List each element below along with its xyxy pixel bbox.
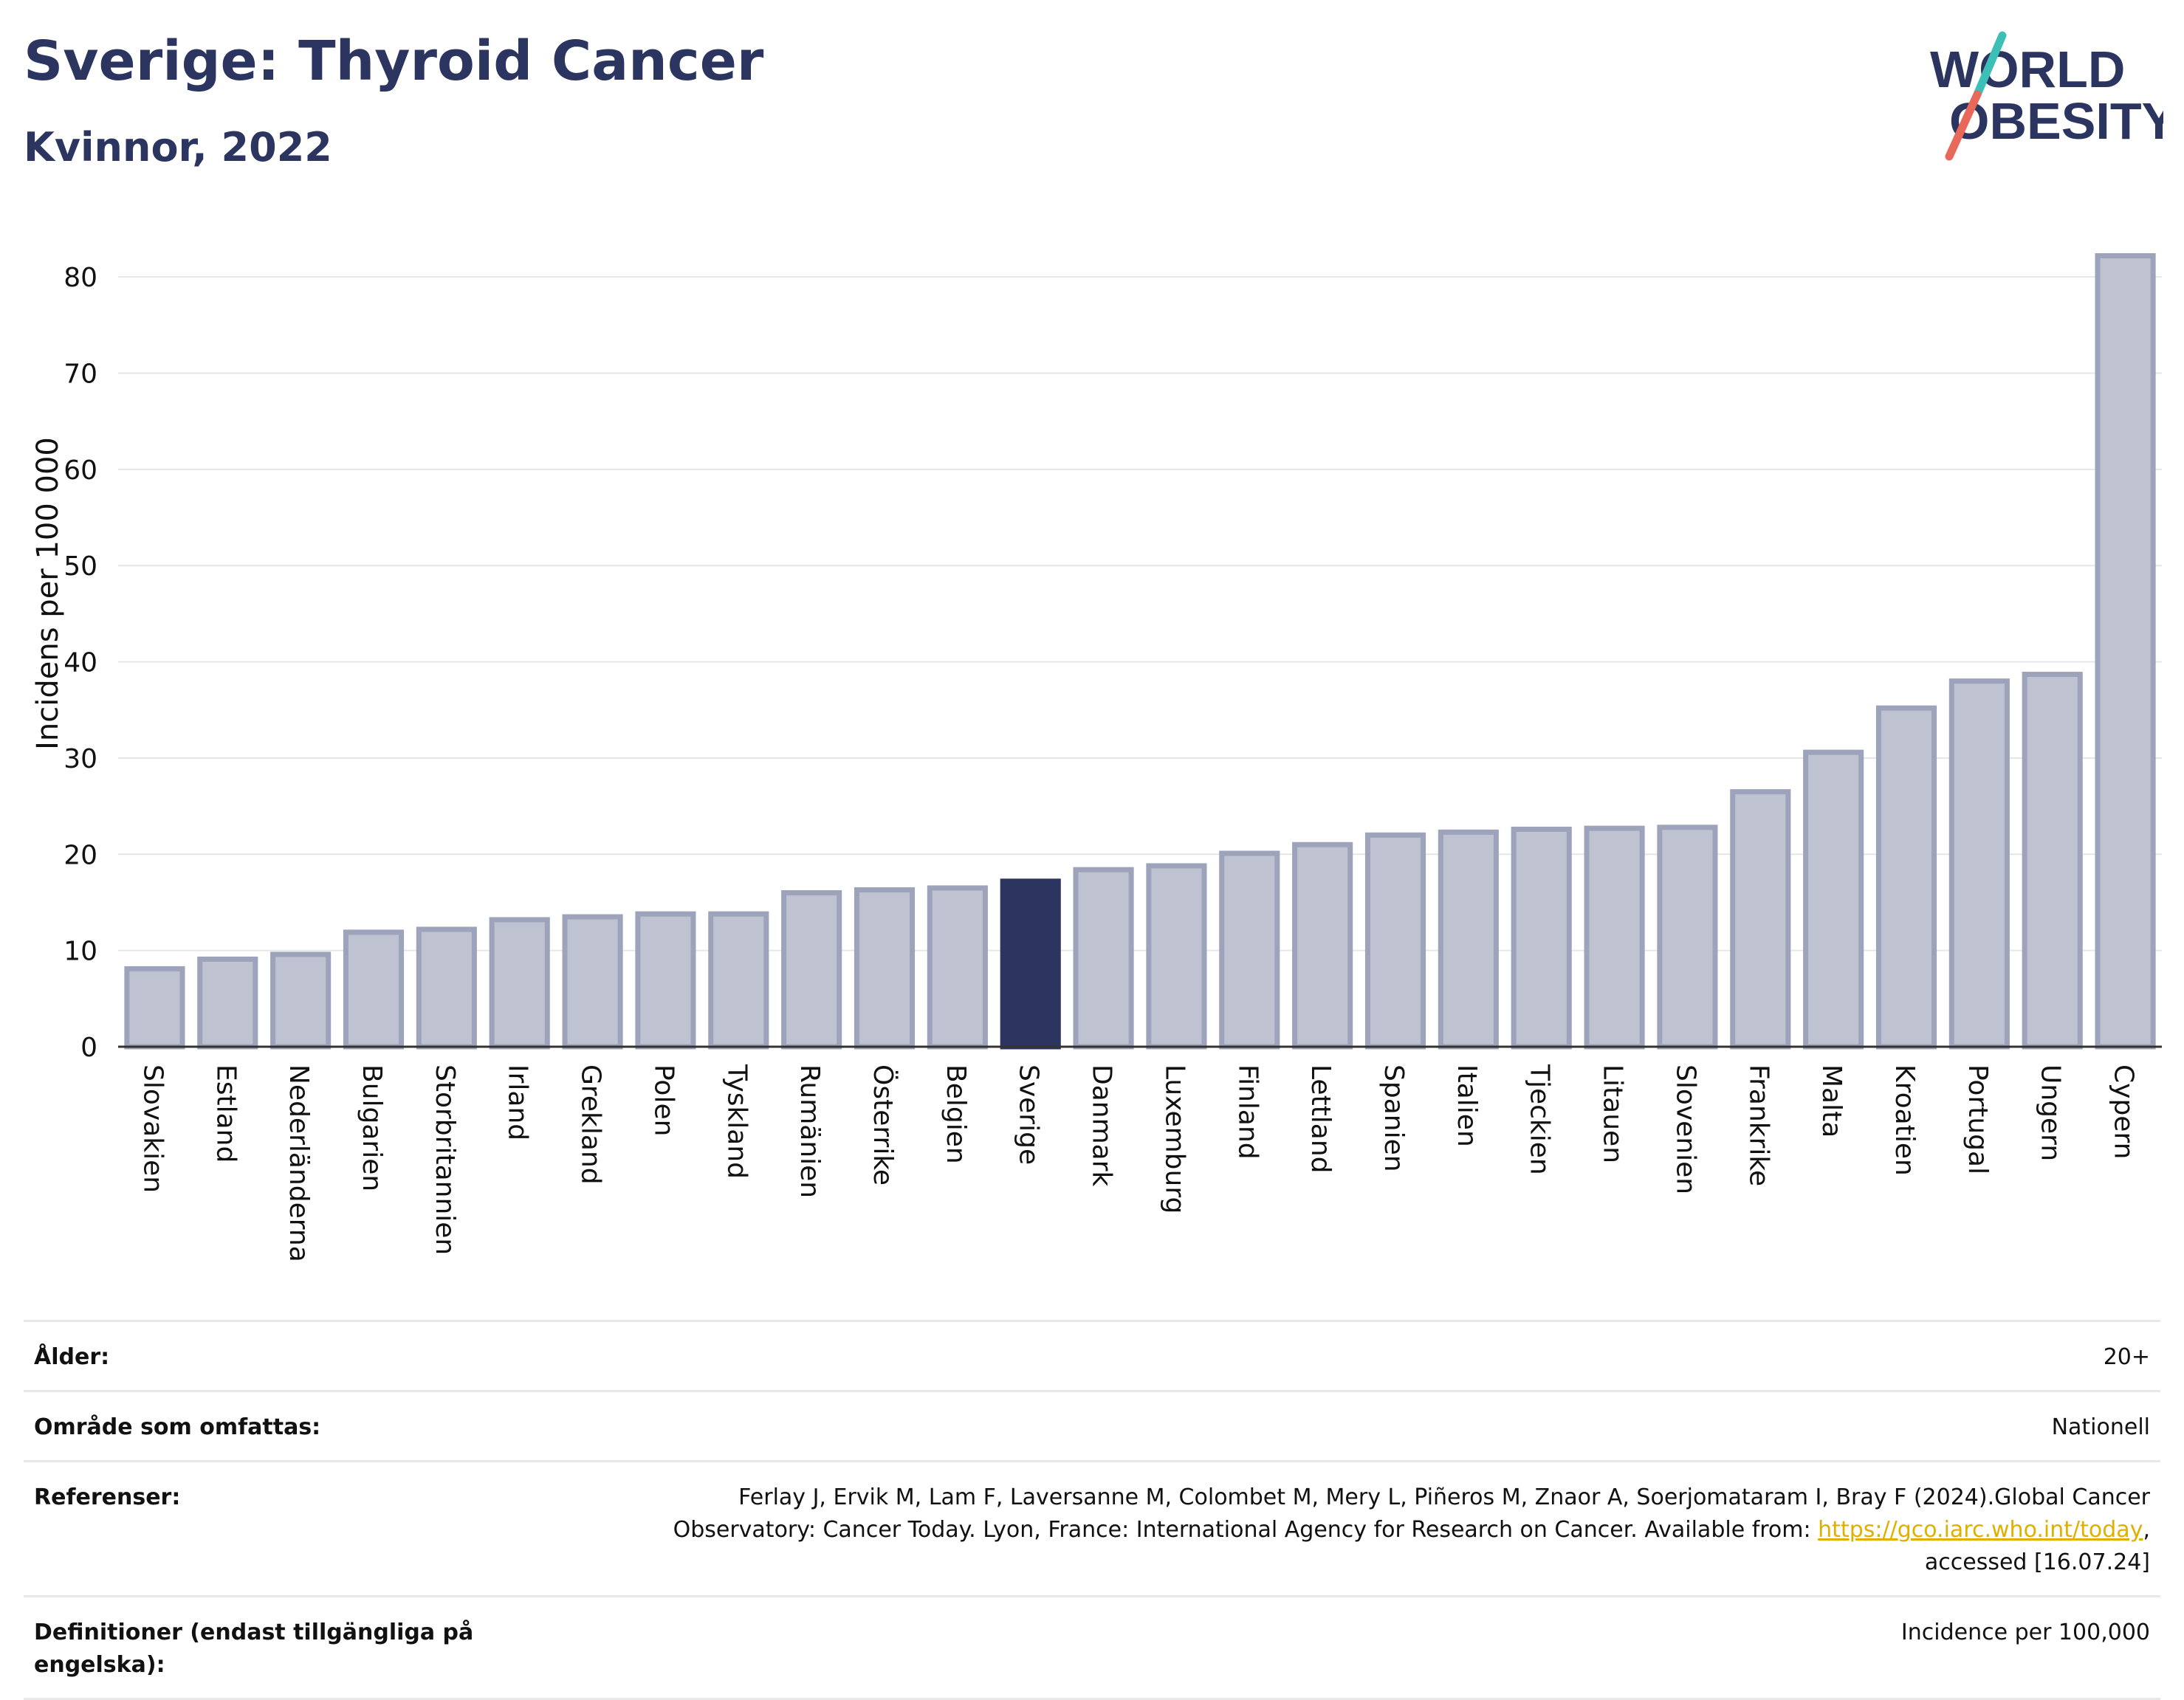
x-tick-label: Estland: [210, 1064, 241, 1163]
reference-text-3: ,: [2143, 1517, 2150, 1543]
bar-kroatien: [1875, 705, 1937, 1050]
x-tick-label: Grekland: [576, 1064, 606, 1185]
bar-luxemburg: [1146, 863, 1207, 1050]
y-axis-label: Incidens per 100 000: [31, 437, 65, 750]
x-tick-label: Storbritannien: [430, 1064, 460, 1255]
bar-sverige: [1000, 878, 1061, 1050]
x-tick-label: Luxemburg: [1159, 1064, 1189, 1214]
x-tick-label: Tjeckien: [1525, 1064, 1555, 1175]
bar-storbritannien: [416, 926, 477, 1050]
info-row-definitions: Definitioner (endast tillgängliga på eng…: [24, 1595, 2160, 1700]
bar-malta: [1803, 749, 1864, 1050]
x-tick-label: Slovenien: [1670, 1064, 1700, 1194]
y-tick-label: 60: [63, 455, 97, 486]
y-tick-label: 30: [63, 744, 97, 774]
info-row-area: Område som omfattas: Nationell: [24, 1390, 2160, 1460]
x-tick-label: Tyskland: [721, 1064, 752, 1179]
bar-nederländerna: [270, 951, 332, 1050]
references-value: Ferlay J, Ervik M, Lam F, Laversanne M, …: [673, 1482, 2150, 1579]
x-tick-label: Ungern: [2036, 1064, 2066, 1161]
bar-bulgarien: [343, 929, 405, 1050]
bar-slovakien: [124, 966, 185, 1050]
x-tick-label: Malta: [1816, 1064, 1847, 1138]
bar-estland: [197, 956, 258, 1050]
x-tick-label: Slovakien: [137, 1064, 168, 1193]
x-tick-label: Kroatien: [1889, 1064, 1920, 1176]
info-row-age: Ålder: 20+: [24, 1320, 2160, 1390]
y-tick-label: 0: [80, 1033, 97, 1063]
y-tick-label: 20: [63, 840, 97, 870]
bar-portugal: [1948, 678, 2010, 1050]
bar-chart: 0 10 20 30 40 50 60 70 80 Slovakien Estland Nederl…: [31, 252, 2162, 1262]
y-tick-label: 50: [63, 551, 97, 582]
x-tick-label: Cypern: [2109, 1064, 2139, 1159]
x-tick-label: Irland: [503, 1064, 533, 1140]
bar-lettland: [1292, 842, 1353, 1050]
bar-tyskland: [708, 911, 769, 1050]
x-tick-label: Österrike: [868, 1064, 899, 1185]
age-label: Ålder:: [34, 1344, 110, 1370]
x-tick-label: Spanien: [1378, 1064, 1409, 1172]
area-label: Område som omfattas:: [34, 1414, 321, 1440]
bar-frankrike: [1730, 789, 1791, 1050]
x-tick-label: Belgien: [941, 1064, 971, 1164]
bar-österrike: [854, 887, 916, 1050]
world-obesity-logo: WORLD OBESITY: [1930, 31, 2163, 161]
bar-irland: [489, 917, 550, 1050]
info-row-references: Referenser: Ferlay J, Ervik M, Lam F, La…: [24, 1460, 2160, 1595]
reference-text-4: accessed [16.07.24]: [1924, 1549, 2150, 1575]
y-tick-label: 70: [63, 359, 97, 390]
bar-polen: [635, 911, 696, 1050]
x-tick-label: Lettland: [1305, 1064, 1336, 1174]
logo-line2: OBESITY: [1949, 92, 2163, 150]
x-tick-label: Italien: [1452, 1064, 1482, 1147]
bar-rumänien: [781, 889, 842, 1050]
bar-spanien: [1364, 832, 1426, 1050]
bar-finland: [1219, 850, 1280, 1050]
x-tick-label: Sverige: [1014, 1064, 1044, 1165]
bar-belgien: [927, 885, 988, 1050]
bar-danmark: [1073, 867, 1134, 1050]
y-tick-label: 40: [63, 648, 97, 678]
y-tick-label: 80: [63, 263, 97, 293]
logo-line1: WORLD: [1930, 41, 2125, 98]
age-value: 20+: [2103, 1344, 2150, 1370]
x-tick-label: Portugal: [1962, 1064, 1993, 1174]
bar-ungern: [2022, 672, 2083, 1050]
references-label: Referenser:: [34, 1484, 181, 1510]
reference-text-1: Ferlay J, Ervik M, Lam F, Laversanne M, …: [738, 1484, 2150, 1510]
page-subtitle: Kvinnor, 2022: [24, 124, 332, 171]
bar-litauen: [1584, 825, 1645, 1050]
x-tick-label: Litauen: [1598, 1064, 1628, 1163]
x-tick-label: Frankrike: [1743, 1064, 1773, 1186]
x-tick-label: Polen: [648, 1064, 679, 1136]
y-tick-label: 10: [63, 937, 97, 967]
x-tick-label: Rumänien: [794, 1064, 825, 1198]
reference-text-2: Observatory: Cancer Today. Lyon, France:…: [673, 1517, 1819, 1543]
definitions-label: Definitioner (endast tillgängliga på eng…: [34, 1620, 474, 1678]
x-tick-label: Bulgarien: [357, 1064, 387, 1191]
bar-italien: [1438, 829, 1499, 1050]
bar-grekland: [562, 914, 623, 1050]
definitions-value: Incidence per 100,000: [1900, 1620, 2150, 1645]
bar-slovenien: [1657, 825, 1718, 1050]
area-value: Nationell: [2051, 1414, 2150, 1440]
bar-cypern: [2095, 252, 2156, 1050]
x-tick-label: Danmark: [1087, 1064, 1117, 1187]
page-title: Sverige: Thyroid Cancer: [24, 30, 764, 93]
bar-tjeckien: [1511, 826, 1572, 1050]
x-tick-label: Finland: [1232, 1064, 1263, 1160]
x-tick-label: Nederländerna: [284, 1064, 314, 1262]
reference-link[interactable]: https://gco.iarc.who.int/today: [1818, 1517, 2143, 1543]
info-table: Ålder: 20+ Område som omfattas: Nationel…: [24, 1320, 2160, 1700]
